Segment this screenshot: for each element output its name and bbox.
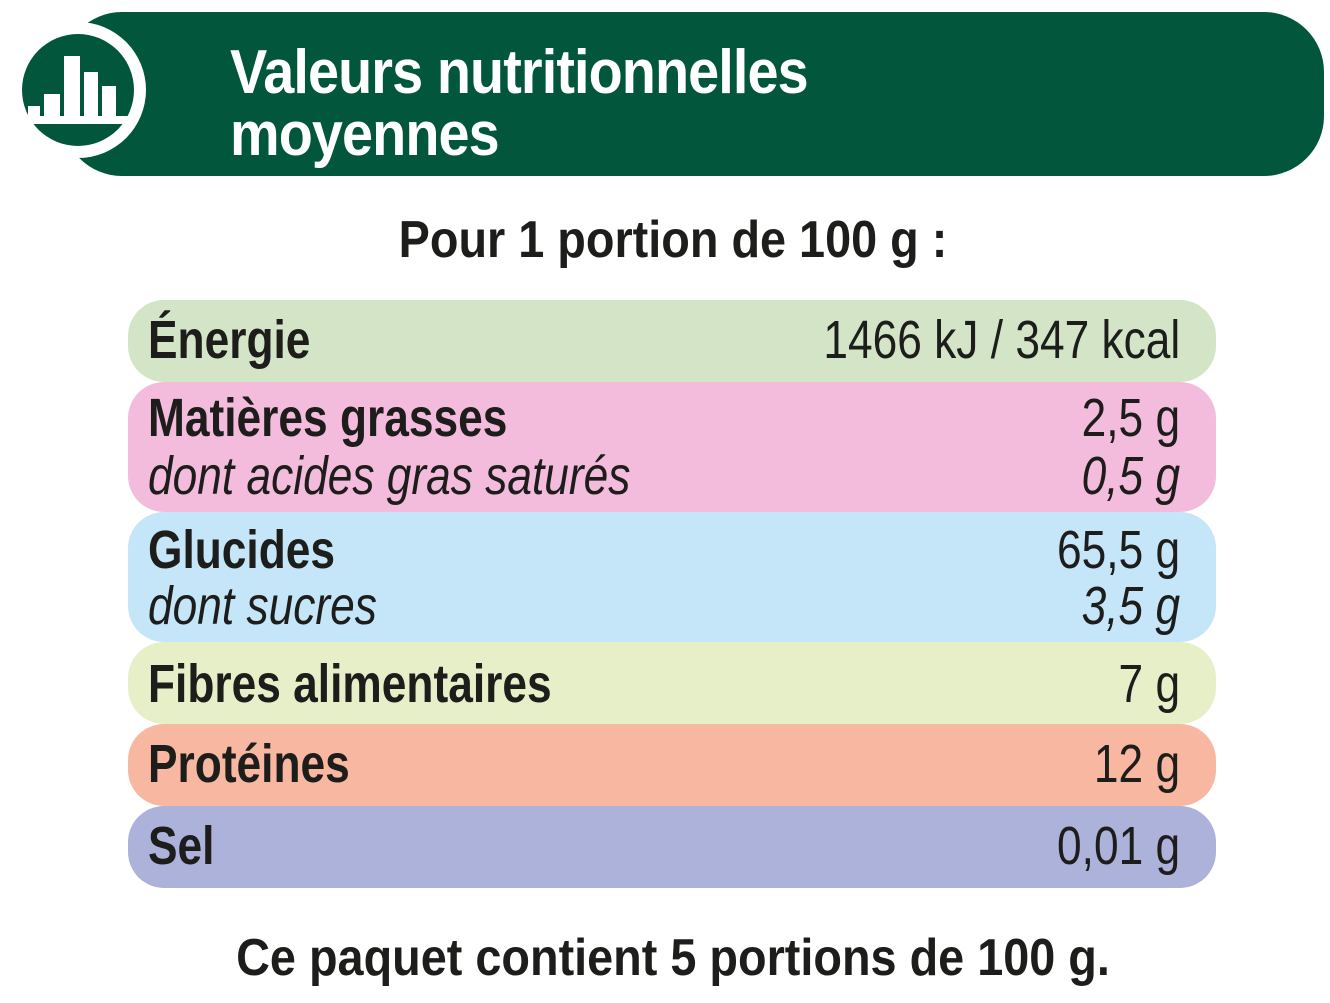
row-sucres-value: 3,5 g — [1081, 576, 1180, 636]
row-glucides: Glucides 65,5 g dont sucres 3,5 g — [128, 512, 1216, 642]
row-energie-value: 1466 kJ / 347 kcal — [823, 310, 1180, 370]
row-acides-gras-label: dont acides gras saturés — [148, 446, 631, 506]
row-acides-gras-value: 0,5 g — [1081, 446, 1180, 506]
row-matieres-grasses-label: Matières grasses — [148, 388, 508, 448]
portion-heading: Pour 1 portion de 100 g : — [398, 211, 948, 269]
row-sel: Sel 0,01 g — [128, 806, 1216, 888]
row-fibres: Fibres alimentaires 7 g — [128, 642, 1216, 724]
row-proteines-label: Protéines — [148, 734, 350, 794]
row-sel-label: Sel — [148, 816, 215, 876]
row-glucides-value: 65,5 g — [1056, 520, 1180, 580]
row-fibres-value: 7 g — [1118, 654, 1180, 714]
footer-note: Ce paquet contient 5 portions de 100 g. — [236, 929, 1110, 987]
header-title: Valeurs nutritionnelles moyennes — [230, 38, 809, 169]
row-matieres-grasses-value: 2,5 g — [1081, 388, 1180, 448]
row-proteines: Protéines 12 g — [128, 724, 1216, 806]
row-proteines-value: 12 g — [1093, 734, 1180, 794]
row-sel-value: 0,01 g — [1056, 816, 1180, 876]
row-energie: Énergie 1466 kJ / 347 kcal — [128, 300, 1216, 382]
row-sucres-label: dont sucres — [148, 576, 377, 636]
row-energie-label: Énergie — [148, 310, 311, 370]
header-banner: Valeurs nutritionnelles moyennes — [62, 12, 1324, 176]
bar-chart-icon — [22, 34, 134, 146]
row-fibres-label: Fibres alimentaires — [148, 654, 552, 714]
row-glucides-label: Glucides — [148, 520, 336, 580]
row-matieres-grasses: Matières grasses 2,5 g dont acides gras … — [128, 382, 1216, 512]
